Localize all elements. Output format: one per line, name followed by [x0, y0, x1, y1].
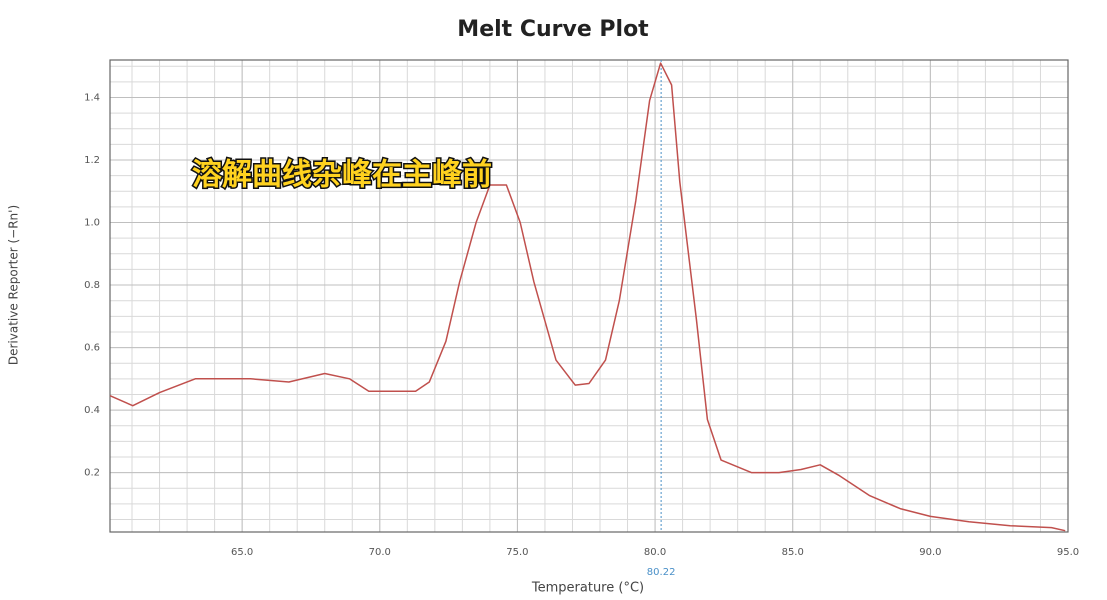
x-tick-label: 85.0 — [782, 547, 804, 558]
y-tick-label: 0.8 — [84, 280, 100, 291]
x-tick-label: 70.0 — [369, 547, 391, 558]
marker-label: 80.22 — [647, 567, 676, 578]
plot-frame — [109, 59, 1069, 533]
x-tick-label: 75.0 — [506, 547, 528, 558]
y-tick-label: 0.4 — [84, 405, 100, 416]
x-tick-label: 65.0 — [231, 547, 253, 558]
x-tick-label: 80.0 — [644, 547, 666, 558]
y-tick-label: 1.0 — [84, 218, 100, 229]
y-tick-label: 0.2 — [84, 468, 100, 479]
melt-curve — [109, 62, 1066, 532]
annotation: 溶解曲线杂峰在主峰前 — [192, 158, 492, 193]
x-tick-label: 95.0 — [1057, 547, 1079, 558]
y-axis-label: Derivative Reporter (−Rn') — [7, 205, 21, 365]
x-axis-label: Temperature (°C) — [531, 581, 644, 596]
x-tick-label: 90.0 — [919, 547, 941, 558]
chart-title: Melt Curve Plot — [457, 17, 649, 42]
y-tick-label: 1.4 — [84, 93, 100, 104]
y-tick-label: 0.6 — [84, 343, 100, 354]
y-tick-label: 1.2 — [84, 155, 100, 166]
